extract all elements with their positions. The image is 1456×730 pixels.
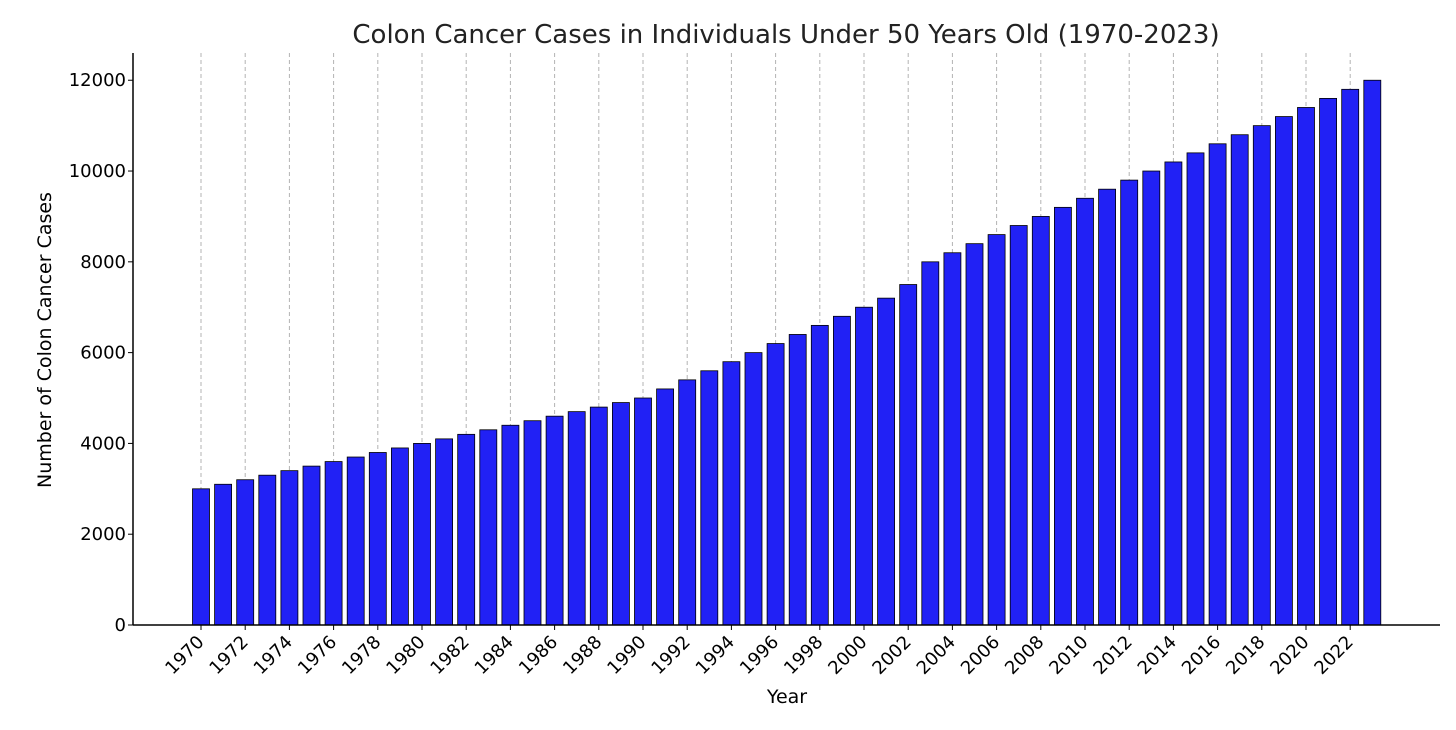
x-tick-label-1972: 1972 (205, 632, 252, 679)
bar-2006 (987, 234, 1006, 626)
bar-1973 (258, 474, 277, 626)
bar-1995 (744, 352, 763, 626)
x-tick-label-1984: 1984 (471, 632, 518, 679)
bar-2021 (1319, 97, 1337, 626)
bar-1989 (612, 402, 630, 626)
bar-1980 (413, 443, 431, 626)
y-tick-label-8000: 8000 (80, 252, 126, 273)
bar-2008 (1031, 216, 1050, 626)
bar-2011 (1098, 188, 1116, 626)
y-tick-label-6000: 6000 (80, 343, 126, 364)
bar-1998 (810, 324, 829, 626)
x-tick-label-1980: 1980 (382, 632, 429, 679)
bar-1996 (766, 343, 785, 626)
bar-2022 (1341, 88, 1360, 626)
x-tick-label-1992: 1992 (647, 632, 694, 679)
bar-1994 (722, 361, 741, 626)
bar-1981 (435, 438, 454, 626)
bar-1976 (324, 461, 343, 626)
y-tick-label-12000: 12000 (69, 70, 126, 91)
bar-2017 (1230, 134, 1249, 626)
bar-2020 (1297, 107, 1315, 626)
bar-2012 (1120, 179, 1139, 626)
bar-1971 (214, 483, 233, 626)
axes (128, 53, 1440, 630)
x-tick-label-1996: 1996 (736, 632, 783, 679)
bar-1985 (523, 420, 542, 626)
bar-1984 (501, 424, 520, 626)
x-tick-label-2010: 2010 (1045, 632, 1092, 679)
bars (192, 79, 1382, 626)
bar-1983 (479, 429, 498, 626)
y-axis-title: Number of Colon Cancer Cases (34, 192, 56, 488)
bar-2016 (1208, 143, 1227, 626)
bar-1999 (833, 315, 851, 626)
bar-1993 (700, 370, 719, 626)
x-tick-label-2002: 2002 (868, 632, 915, 679)
x-tick-label-2006: 2006 (957, 632, 1004, 679)
bar-2010 (1076, 197, 1094, 626)
bar-2003 (921, 261, 940, 626)
x-tick-label-1976: 1976 (294, 632, 341, 679)
bar-1988 (589, 406, 608, 626)
x-tick-label-2004: 2004 (913, 632, 960, 679)
bar-2004 (943, 252, 962, 626)
bar-1977 (346, 456, 365, 626)
bar-2001 (877, 297, 895, 626)
x-tick-label-1974: 1974 (250, 632, 297, 679)
x-tick-label-2020: 2020 (1266, 632, 1313, 679)
bar-2015 (1186, 152, 1205, 626)
bar-2000 (855, 306, 873, 626)
bar-1974 (280, 470, 299, 626)
x-tick-label-2014: 2014 (1134, 632, 1181, 679)
bar-2002 (899, 284, 918, 626)
bar-1972 (236, 479, 255, 626)
x-tick-label-1988: 1988 (559, 632, 606, 679)
x-tick-label-1978: 1978 (338, 632, 385, 679)
bar-1979 (390, 447, 409, 626)
bar-1975 (302, 465, 321, 626)
y-tick-label-10000: 10000 (69, 161, 126, 182)
bar-2009 (1054, 206, 1072, 626)
x-tick-label-2012: 2012 (1089, 632, 1136, 679)
bar-2013 (1142, 170, 1161, 626)
y-tick-label-4000: 4000 (80, 433, 126, 454)
bar-2023 (1363, 79, 1382, 626)
bar-2019 (1275, 116, 1293, 626)
bar-2018 (1252, 125, 1271, 626)
x-tick-label-1986: 1986 (515, 632, 562, 679)
y-tick-label-2000: 2000 (80, 524, 126, 545)
y-tick-label-0: 0 (115, 615, 126, 636)
bar-1992 (678, 379, 697, 626)
bar-1970 (192, 488, 210, 626)
bar-1986 (545, 415, 564, 626)
x-tick-label-2000: 2000 (824, 632, 871, 679)
x-tick-label-1970: 1970 (161, 632, 208, 679)
x-tick-label-2008: 2008 (1001, 632, 1048, 679)
x-tick-label-1990: 1990 (603, 632, 650, 679)
chart-title: Colon Cancer Cases in Individuals Under … (352, 20, 1219, 50)
bar-1997 (788, 334, 807, 626)
bar-2005 (965, 243, 984, 626)
x-tick-label-2016: 2016 (1178, 632, 1225, 679)
bar-2007 (1009, 225, 1028, 626)
x-tick-label-1994: 1994 (692, 632, 739, 679)
x-axis-title: Year (766, 686, 807, 708)
bar-1991 (656, 388, 674, 626)
bar-1987 (567, 411, 586, 626)
x-tick-label-1998: 1998 (780, 632, 827, 679)
x-tick-label-2022: 2022 (1310, 632, 1357, 679)
bar-1978 (368, 452, 387, 626)
x-tick-label-2018: 2018 (1222, 632, 1269, 679)
x-tick-label-1982: 1982 (426, 632, 473, 679)
bar-1982 (457, 433, 476, 626)
bar-1990 (634, 397, 652, 626)
bar-2014 (1164, 161, 1183, 626)
